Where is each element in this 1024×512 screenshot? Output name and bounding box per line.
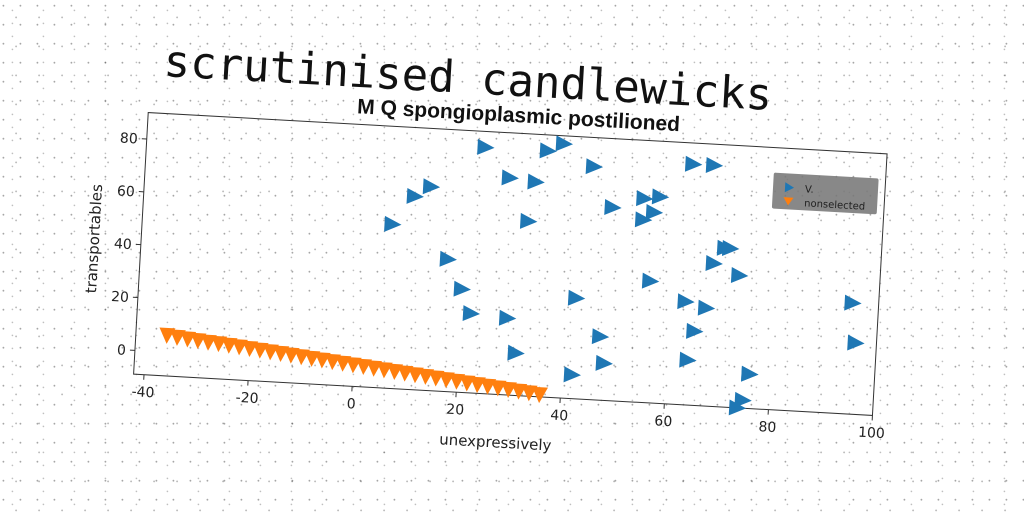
data-point-series-1 <box>679 351 697 368</box>
data-point-series-1 <box>734 391 752 408</box>
legend-marker-series-2 <box>783 197 794 206</box>
legend-label-series-2: nonselected <box>804 198 866 212</box>
legend-marker-series-1 <box>784 182 795 193</box>
data-point-series-1 <box>730 267 749 284</box>
x-tick-label: 80 <box>758 419 777 436</box>
series-marks <box>159 135 865 416</box>
data-point-series-1 <box>705 255 723 272</box>
legend-box <box>771 172 879 215</box>
data-point-series-1 <box>406 187 424 204</box>
legend-label-series-1: V. <box>805 184 814 195</box>
data-point-series-1 <box>539 142 557 159</box>
plot-area: -40 -20 0 20 40 60 80 100 0 20 40 60 80 <box>111 112 888 442</box>
data-point-series-1 <box>507 344 525 361</box>
data-point-series-1 <box>462 305 481 322</box>
chart: M Q spongioplasmic postilioned -40 -20 0 20… <box>82 95 888 455</box>
x-tick-label: 40 <box>550 407 569 424</box>
data-point-series-1 <box>477 138 495 155</box>
data-point-series-1 <box>847 334 865 351</box>
x-axis: -40 -20 0 20 40 60 80 100 <box>131 374 886 442</box>
data-point-series-1 <box>519 212 538 229</box>
data-point-series-1 <box>677 293 695 310</box>
data-point-series-1 <box>555 135 574 152</box>
legend: V. nonselected <box>771 172 879 215</box>
data-point-series-1 <box>686 322 704 339</box>
data-point-series-2 <box>531 386 548 404</box>
data-point-series-1 <box>705 156 724 173</box>
y-tick-label: 60 <box>117 183 136 200</box>
data-point-series-1 <box>439 250 457 267</box>
data-point-series-1 <box>636 190 654 207</box>
x-tick-label: 60 <box>654 413 673 430</box>
data-point-series-1 <box>651 188 670 205</box>
data-point-series-1 <box>844 294 862 311</box>
x-tick-label: 0 <box>346 396 356 412</box>
x-tick-label: 100 <box>858 425 886 442</box>
data-point-series-1 <box>595 354 613 371</box>
plot-frame <box>133 112 888 416</box>
data-point-series-1 <box>728 399 747 416</box>
data-point-series-1 <box>453 280 471 297</box>
x-tick-label: 20 <box>446 402 465 419</box>
y-tick-label: 80 <box>119 130 138 147</box>
data-point-series-1 <box>567 289 586 306</box>
data-point-series-1 <box>591 328 610 345</box>
y-axis: 0 20 40 60 80 <box>111 130 147 359</box>
data-point-series-1 <box>585 158 604 175</box>
data-point-series-1 <box>498 309 517 326</box>
y-tick-label: 20 <box>111 289 130 306</box>
data-point-series-1 <box>645 203 664 220</box>
data-point-series-1 <box>527 173 545 190</box>
data-point-series-1 <box>501 169 519 186</box>
data-point-series-1 <box>684 155 703 172</box>
data-point-series-1 <box>634 211 653 228</box>
data-point-series-1 <box>697 299 716 316</box>
data-point-series-1 <box>641 272 660 289</box>
data-point-series-1 <box>721 240 740 257</box>
x-axis-label: unexpressively <box>439 430 552 454</box>
data-point-series-1 <box>604 199 622 215</box>
data-point-series-1 <box>422 178 441 195</box>
x-tick-label: -40 <box>131 384 155 401</box>
y-tick-label: 40 <box>114 236 133 253</box>
data-point-series-1 <box>741 365 759 382</box>
y-tick-label: 0 <box>117 342 127 358</box>
x-tick-label: -20 <box>235 390 259 407</box>
y-axis-label: transportables <box>82 184 106 294</box>
data-point-series-1 <box>384 215 402 232</box>
data-point-series-1 <box>563 366 581 383</box>
